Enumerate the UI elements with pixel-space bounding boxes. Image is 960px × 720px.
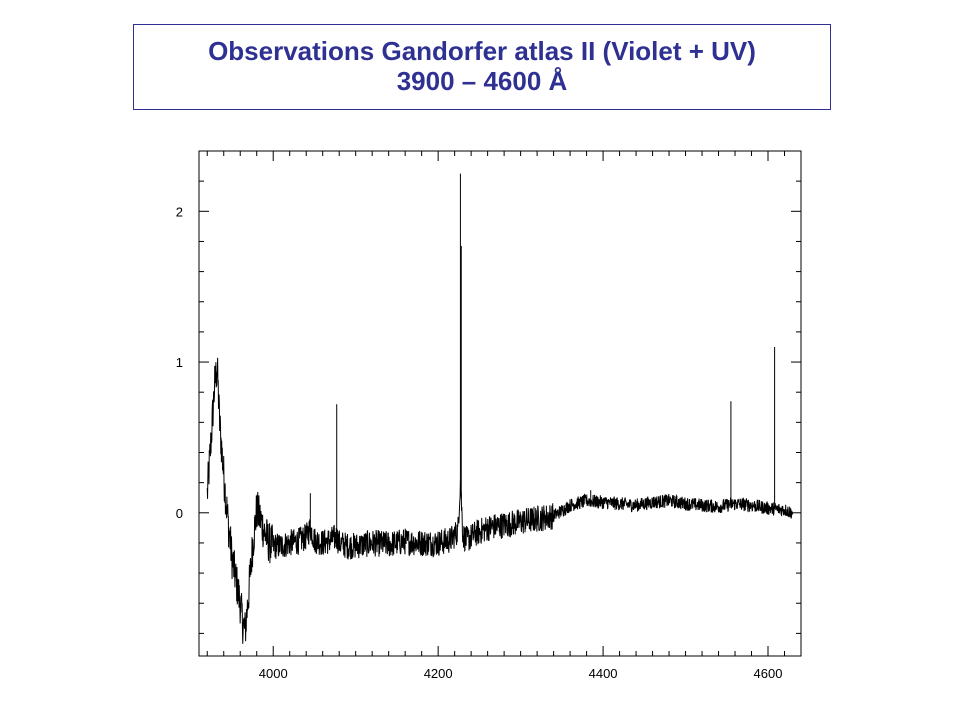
x-tick-label: 4000 <box>259 666 288 681</box>
y-tick-label: 2 <box>176 204 183 219</box>
axis-ticks <box>199 151 802 656</box>
chart-title-box: Observations Gandorfer atlas II (Violet … <box>133 24 831 110</box>
axis-tick-labels: 4000 4200 4400 4600 0 1 2 <box>176 204 783 681</box>
emission-spikes <box>309 173 776 537</box>
x-tick-label: 4600 <box>754 666 783 681</box>
y-tick-label: 1 <box>176 355 183 370</box>
chart-title-line2: 3900 – 4600 Å <box>396 66 568 96</box>
plot-frame <box>198 150 802 657</box>
chart-title-line1: Observations Gandorfer atlas II (Violet … <box>208 36 756 66</box>
x-tick-label: 4200 <box>424 666 453 681</box>
x-tick-label: 4400 <box>589 666 618 681</box>
spectrum-line <box>206 357 794 644</box>
y-tick-label: 0 <box>176 506 183 521</box>
